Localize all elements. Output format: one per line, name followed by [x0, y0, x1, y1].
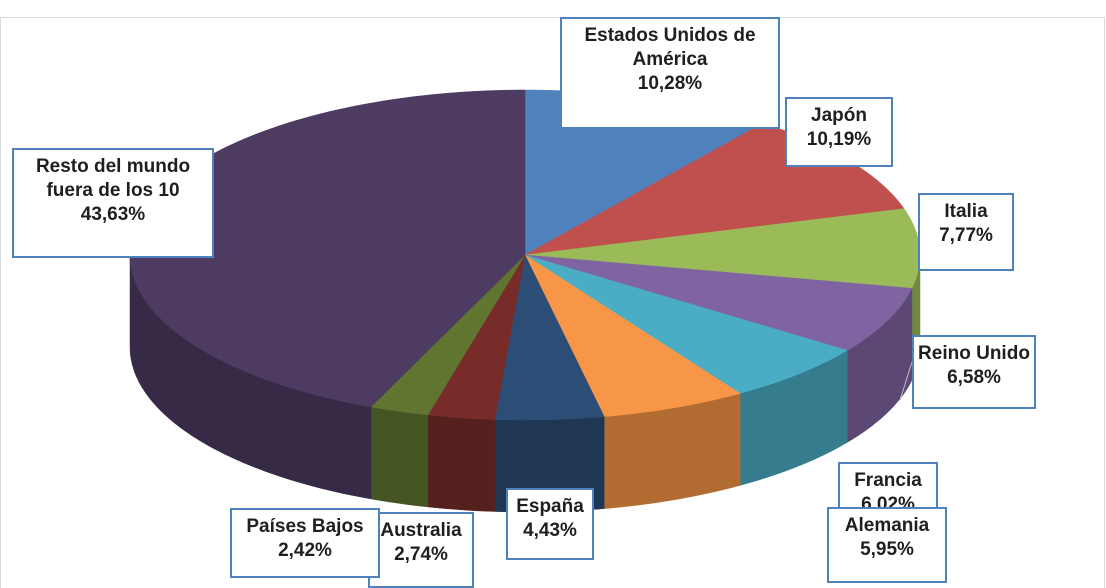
- slice: [524, 254, 741, 417]
- tops: [129, 89, 921, 421]
- data-label: Australia 2,74%: [368, 512, 474, 588]
- value-label: 2,42%: [278, 540, 332, 561]
- slice: [370, 254, 526, 416]
- category-label: Alemania: [844, 515, 930, 536]
- data-label: Japón 10,19%: [785, 97, 893, 167]
- value-label: 5,95%: [860, 539, 914, 560]
- data-label: España 4,43%: [506, 488, 594, 560]
- slice: [427, 254, 526, 420]
- value-label: 10,28%: [637, 73, 703, 94]
- category-label: Estados Unidos de América: [584, 25, 756, 70]
- slice-side: [427, 414, 496, 512]
- slice: [494, 254, 605, 421]
- value-label: 6,58%: [947, 367, 1001, 388]
- value-label: 43,63%: [80, 204, 146, 225]
- slice: [524, 254, 913, 351]
- value-label: 7,77%: [939, 225, 993, 246]
- data-label: Alemania 5,95%: [827, 507, 947, 583]
- category-label: Reino Unido: [918, 343, 1030, 364]
- slice-side: [370, 406, 429, 508]
- data-label: Estados Unidos de América 10,28%: [560, 17, 780, 129]
- category-label: Australia: [380, 520, 462, 541]
- value-label: 2,74%: [394, 544, 448, 565]
- category-label: Francia: [854, 470, 922, 491]
- category-label: Resto del mundo fuera de los 10: [35, 156, 191, 201]
- leader-line: [899, 361, 913, 401]
- chart-border: [0, 17, 1105, 588]
- category-label: España: [516, 496, 584, 517]
- data-label: Reino Unido 6,58%: [912, 335, 1036, 409]
- slice: [524, 254, 848, 394]
- category-label: Italia: [944, 201, 988, 222]
- data-label: Resto del mundo fuera de los 10 43,63%: [12, 148, 214, 258]
- category-label: Japón: [811, 105, 867, 126]
- data-label: Italia 7,77%: [918, 193, 1014, 271]
- category-label: Países Bajos: [246, 516, 364, 537]
- data-label: Países Bajos 2,42%: [230, 508, 380, 578]
- value-label: 10,19%: [806, 129, 872, 150]
- value-label: 4,43%: [523, 520, 577, 541]
